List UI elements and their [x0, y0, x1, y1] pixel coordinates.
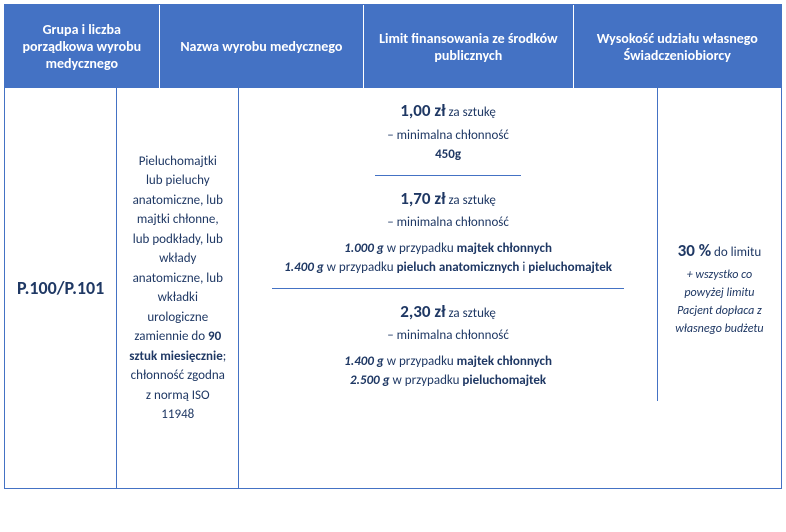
limit2-p2b: pieluchomajtek [528, 260, 612, 275]
limit3-per: za sztukę [446, 306, 496, 321]
limit2-detail: 1.000 g w przypadku majtek chłonnych 1.4… [284, 239, 612, 278]
limit2-t2: w przypadku [324, 260, 397, 275]
limit2-and: i [519, 260, 528, 275]
desc-pre: Pieluchomajtki lub pieluchy anatomiczne,… [133, 154, 223, 345]
reimbursement-table: Grupa i liczba porządkowa wyrobu medyczn… [4, 4, 782, 489]
limit2-t1: w przypadku [384, 241, 457, 256]
limit3-t2: w przypadku [390, 373, 463, 388]
limit-tier-2: 1,70 zł za sztukę – minimalna chłonność … [272, 176, 624, 289]
limit3-p1: majtek chłonnych [457, 354, 552, 369]
limit3-p2: pieluchomajtek [462, 373, 546, 388]
cell-description: Pieluchomajtki lub pieluchy anatomiczne,… [117, 88, 239, 488]
limit3-min: – minimalna chłonność [387, 326, 509, 346]
limit2-per: za sztukę [446, 193, 496, 208]
cell-code: P.100/P.101 [5, 88, 117, 488]
limit3-w1: 1.400 g [344, 354, 384, 369]
product-description: Pieluchomajtki lub pieluchy anatomiczne,… [129, 152, 226, 425]
limit3-t1: w przypadku [384, 354, 457, 369]
share-note: + wszystko co powyżej limitu Pacjent dop… [670, 266, 769, 338]
limit3-price: 2,30 zł [400, 301, 445, 322]
limit1-weight: 450g [435, 145, 461, 165]
table-body-row: P.100/P.101 Pieluchomajtki lub pieluchy … [5, 88, 781, 488]
limit-tier-3: 2,30 zł za sztukę – minimalna chłonność … [332, 289, 564, 401]
share-percent-post: do limitu [711, 245, 761, 260]
share-percent: 30 % [678, 240, 711, 261]
header-share: Wysokość udziału własnego Świadczeniobio… [574, 5, 781, 88]
limit2-price-line: 1,70 zł za sztukę [400, 186, 496, 212]
cell-share: 30 % do limitu + wszystko co powyżej lim… [658, 88, 781, 488]
header-limit: Limit finansowania ze środków publicznyc… [364, 5, 573, 88]
limit3-detail: 1.400 g w przypadku majtek chłonnych 2.5… [344, 352, 552, 391]
table-header-row: Grupa i liczba porządkowa wyrobu medyczn… [5, 5, 781, 88]
share-line: 30 % do limitu [678, 238, 762, 264]
limit2-min: – minimalna chłonność [387, 213, 509, 233]
limit1-price-line: 1,00 zł za sztukę [400, 98, 496, 124]
header-name: Nazwa wyrobu medycznego [160, 5, 364, 88]
cell-limits: 1,00 zł za sztukę – minimalna chłonność … [239, 88, 658, 401]
limit2-price: 1,70 zł [400, 188, 445, 209]
product-code: P.100/P.101 [17, 275, 104, 302]
limit2-w2: 1.400 g [284, 260, 324, 275]
limit3-price-line: 2,30 zł za sztukę [400, 299, 496, 325]
limit2-p1: majtek chłonnych [457, 241, 552, 256]
limit-tier-1: 1,00 zł za sztukę – minimalna chłonność … [375, 88, 521, 176]
limit3-w2: 2.500 g [350, 373, 390, 388]
limit1-price: 1,00 zł [400, 100, 445, 121]
limit2-w1: 1.000 g [344, 241, 384, 256]
limit1-per: za sztukę [446, 105, 496, 120]
header-group: Grupa i liczba porządkowa wyrobu medyczn… [5, 5, 160, 88]
limit2-p2a: pieluch anatomicznych [397, 260, 520, 275]
limit1-min: – minimalna chłonność [387, 126, 509, 146]
